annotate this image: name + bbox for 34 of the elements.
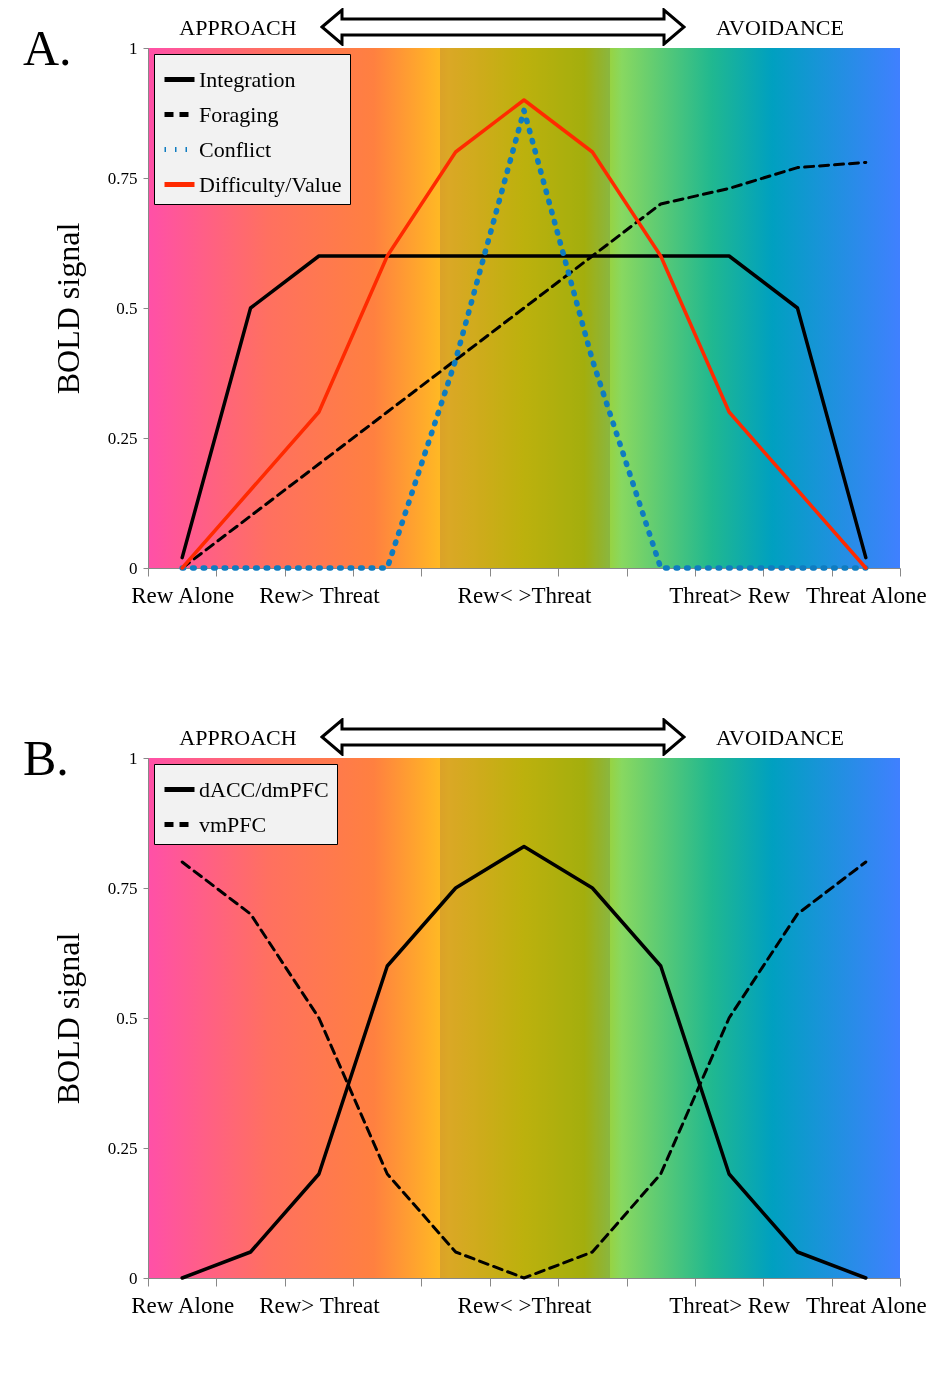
x-tick-label: Threat> Rew [669,582,791,608]
legend-label: Conflict [199,136,272,162]
y-tick-label: 0.75 [107,168,138,188]
y-tick-label: 0 [129,1268,138,1288]
x-tick-label: Threat> Rew [669,1292,791,1318]
x-tick-label: Threat Alone [805,582,927,608]
y-tick-label: 0.25 [107,1138,138,1158]
x-tick-label: Rew> Threat [259,582,381,608]
y-tick-label: 0.75 [107,878,138,898]
y-tick-label: 1 [129,748,138,768]
text: APPROACH [179,725,297,750]
x-tick-label: Rew Alone [131,582,235,608]
legend-label: Foraging [199,101,279,127]
x-tick-label: Rew< >Threat [457,1292,593,1318]
y-tick-label: 0.25 [107,428,138,448]
chart-title: B. [23,730,69,786]
x-tick-label: Rew Alone [131,1292,235,1318]
text: AVOIDANCE [716,15,844,40]
y-tick-label: 0.5 [116,298,138,318]
y-axis-title: BOLD signal [49,932,86,1105]
legend-label: dACC/dmPFC [199,776,329,802]
legend-label: vmPFC [199,811,267,837]
y-tick-label: 1 [129,38,138,58]
y-tick-label: 0.5 [116,1008,138,1028]
y-axis-title: BOLD signal [49,222,86,395]
legend-label: Integration [199,66,296,92]
x-tick-label: Rew< >Threat [457,582,593,608]
chart-title: A. [23,20,72,76]
x-tick-label: Rew> Threat [259,1292,381,1318]
legend-label: Difficulty/Value [199,171,342,197]
x-tick-label: Threat Alone [805,1292,927,1318]
y-tick-label: 0 [129,558,138,578]
text: AVOIDANCE [716,725,844,750]
text: APPROACH [179,15,297,40]
